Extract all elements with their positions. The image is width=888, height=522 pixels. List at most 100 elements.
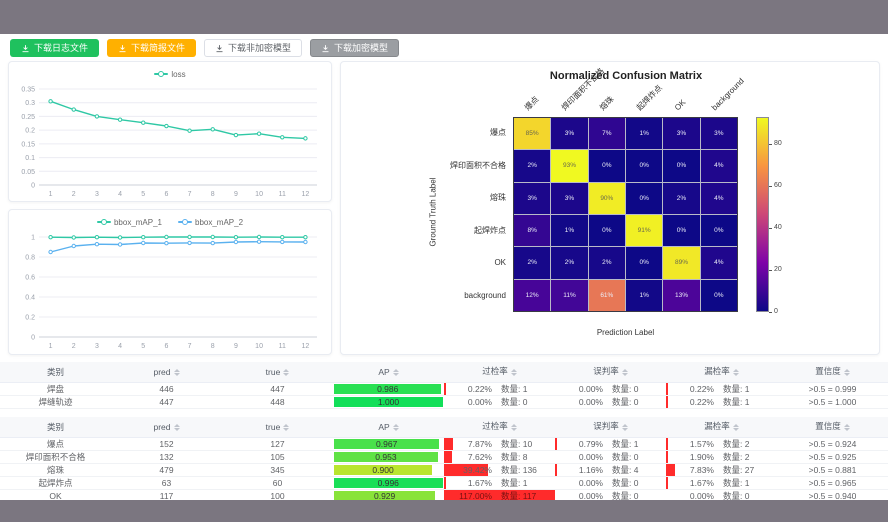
legend-item-loss[interactable]: loss: [154, 69, 186, 79]
missed-value: 0.00% 数量: 0: [689, 491, 750, 500]
column-header-1: pred: [111, 362, 222, 383]
column-header-5: 误判率: [555, 417, 666, 438]
overdetect-value: 0.22% 数量: 1: [467, 384, 528, 394]
sort-caret-icon[interactable]: [732, 421, 739, 434]
sort-caret-icon[interactable]: [621, 366, 628, 379]
svg-text:6: 6: [164, 343, 168, 350]
pred-value: 479: [111, 463, 222, 477]
class-label: 焊印面积不合格: [0, 450, 111, 464]
column-header-label: pred: [153, 366, 171, 377]
ap-cell: 0.967: [333, 437, 444, 451]
table-divider: [0, 409, 888, 417]
svg-text:9: 9: [234, 343, 238, 350]
legend-label: loss: [171, 69, 186, 79]
table-row: OK 117 100 0.929 117.00% 数量: 117 0.00% 数量: 0 0.0…: [0, 489, 888, 500]
map-line-chart: 00.20.40.60.811 2 3 4 5 6 7 8 9 10 11 12: [25, 235, 317, 350]
svg-text:0.05: 0.05: [21, 169, 35, 176]
matrix-col-label: 起焊炸点: [635, 83, 665, 113]
overdetect-bar: [444, 490, 555, 500]
svg-text:0.15: 0.15: [21, 141, 35, 148]
overdetect-value: 1.67% 数量: 1: [467, 478, 528, 488]
column-header-label: 漏检率: [704, 421, 730, 432]
download-button-1[interactable]: 下载日志文件: [10, 39, 100, 57]
legend-item-bbox_mAP_1[interactable]: bbox_mAP_1: [96, 218, 162, 227]
column-header-3: AP: [333, 417, 444, 438]
download-icon: [216, 44, 223, 52]
misjudge-value: 0.79% 数量: 1: [578, 439, 639, 449]
missed-cell: 1.67% 数量: 1: [666, 476, 777, 490]
download-button-label: 下载简报文件: [131, 43, 186, 53]
svg-text:10: 10: [255, 191, 263, 198]
download-button-4[interactable]: 下载加密模型: [310, 39, 400, 57]
overdetect-cell: 1.67% 数量: 1: [444, 476, 555, 490]
sort-caret-icon[interactable]: [173, 421, 180, 434]
missed-bar: [666, 438, 668, 450]
colorbar-tick-label: 0: [774, 308, 778, 315]
colorbar-tick-mark: [769, 311, 772, 313]
column-header-label: 误判率: [593, 366, 619, 377]
overdetect-cell: 117.00% 数量: 117: [444, 489, 555, 500]
sort-caret-icon[interactable]: [510, 366, 517, 379]
overdetect-cell: 0.00% 数量: 0: [444, 395, 555, 409]
sort-caret-icon[interactable]: [283, 366, 290, 379]
ap-bar: 0.900: [334, 465, 433, 475]
svg-text:11: 11: [279, 343, 286, 350]
sort-caret-icon[interactable]: [392, 366, 399, 379]
matrix-cell-4-2: 2%: [588, 247, 625, 279]
column-header-5: 误判率: [555, 362, 666, 383]
missed-value: 0.22% 数量: 1: [689, 384, 750, 394]
legend-item-bbox_mAP_2[interactable]: bbox_mAP_2: [178, 218, 243, 227]
misjudge-value: 1.16% 数量: 4: [578, 465, 639, 475]
column-header-label: true: [265, 421, 281, 432]
matrix-cell-4-4: 89%: [663, 247, 700, 279]
column-header-label: 类别: [46, 422, 64, 432]
sort-caret-icon[interactable]: [732, 366, 739, 379]
column-header-3: AP: [333, 362, 444, 383]
table-row: 爆点 152 127 0.967 7.87% 数量: 10 0.79% 数量: 1 1.57% 数…: [0, 437, 888, 451]
column-header-label: AP: [378, 366, 390, 377]
column-header-label: 误判率: [593, 421, 619, 432]
matrix-cell-2-4: 2%: [663, 182, 700, 214]
true-value: 60: [222, 476, 333, 490]
confidence-value: >0.5 = 0.925: [777, 450, 888, 464]
download-button-2[interactable]: 下载简报文件: [107, 39, 197, 57]
true-value: 100: [222, 489, 333, 500]
svg-text:0: 0: [31, 335, 35, 342]
confidence-value: >0.5 = 0.940: [777, 489, 888, 500]
column-header-label: 漏检率: [704, 366, 730, 377]
ap-bar: 0.986: [334, 384, 442, 394]
svg-text:3: 3: [95, 191, 99, 198]
overdetect-cell: 7.62% 数量: 8: [444, 450, 555, 464]
colorbar-tick-mark: [769, 227, 772, 229]
matrix-row-label: 爆点: [490, 128, 506, 138]
matrix-cell-0-2: 7%: [588, 118, 625, 150]
sort-caret-icon[interactable]: [283, 421, 290, 434]
matrix-cell-4-5: 4%: [700, 247, 737, 279]
sort-caret-icon[interactable]: [843, 366, 850, 379]
download-button-3[interactable]: 下载非加密模型: [204, 39, 303, 57]
colorbar-tick-label: 60: [774, 182, 782, 190]
column-header-label: true: [265, 366, 281, 377]
sort-caret-icon[interactable]: [173, 366, 180, 379]
column-header-1: pred: [111, 417, 222, 438]
confidence-value: >0.5 = 0.999: [777, 382, 888, 396]
column-header-label: AP: [378, 421, 390, 432]
overdetect-bar: [444, 464, 488, 476]
matrix-cell-4-1: 2%: [551, 247, 588, 279]
sort-caret-icon[interactable]: [843, 421, 850, 434]
matrix-col-label: 爆点: [522, 94, 541, 113]
matrix-cell-5-2: 61%: [588, 279, 625, 311]
matrix-cell-1-3: 0%: [625, 150, 663, 182]
sort-caret-icon[interactable]: [510, 421, 517, 434]
svg-text:4: 4: [118, 343, 122, 350]
column-header-0: 类别: [0, 362, 111, 383]
missed-value: 0.22% 数量: 1: [689, 397, 750, 407]
sort-caret-icon[interactable]: [392, 421, 399, 434]
svg-text:0.25: 0.25: [21, 114, 35, 121]
misjudge-value: 0.00% 数量: 0: [578, 491, 639, 500]
sort-caret-icon[interactable]: [621, 421, 628, 434]
svg-text:0.4: 0.4: [25, 295, 35, 302]
class-label: 起焊炸点: [0, 476, 111, 490]
main-content: 下载日志文件 下载简报文件 下载非加密模型 下载加密模型 loss 0 0.05 0.1 0…: [0, 34, 888, 500]
